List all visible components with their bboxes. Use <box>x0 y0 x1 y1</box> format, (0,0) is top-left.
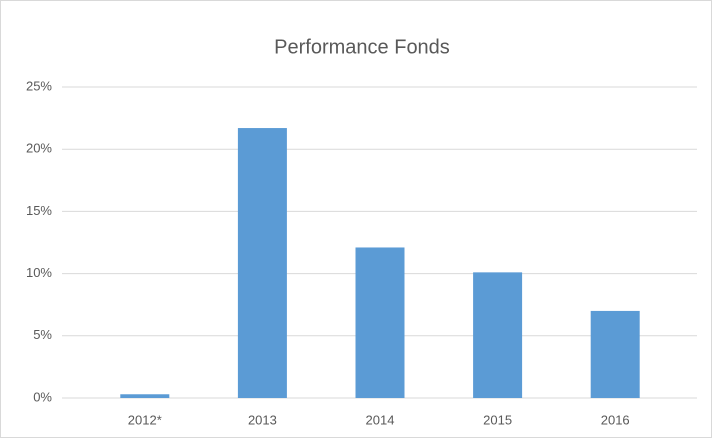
y-tick-label: 25% <box>26 78 52 93</box>
bar <box>237 128 287 398</box>
chart-title: Performance Fonds <box>274 36 450 58</box>
x-tick-label: 2016 <box>601 412 630 427</box>
x-tick-label: 2014 <box>366 412 395 427</box>
bar <box>590 310 640 398</box>
y-tick-label: 0% <box>33 389 52 404</box>
bar <box>473 272 523 398</box>
y-tick-label: 10% <box>26 265 52 280</box>
y-tick-label: 5% <box>33 327 52 342</box>
bar <box>120 394 170 398</box>
x-tick-label: 2013 <box>248 412 277 427</box>
x-tick-label: 2012* <box>128 412 162 427</box>
bar <box>355 247 405 398</box>
x-tick-label: 2015 <box>483 412 512 427</box>
y-tick-label: 15% <box>26 203 52 218</box>
y-tick-label: 20% <box>26 141 52 156</box>
